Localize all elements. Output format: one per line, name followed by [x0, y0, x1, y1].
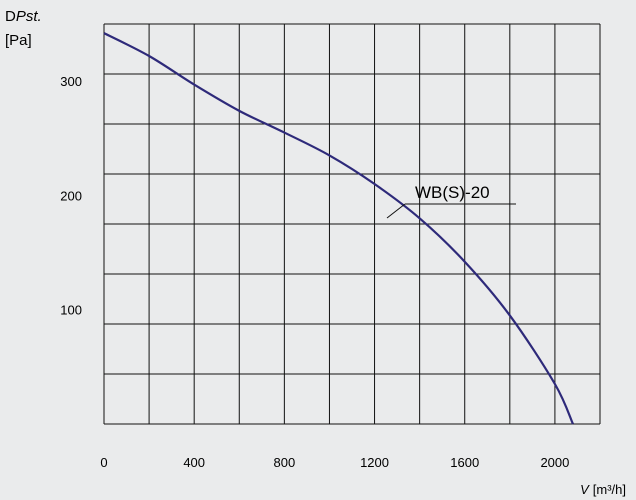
x-tick-label: 400 [183, 455, 205, 470]
x-tick-label: 1600 [450, 455, 479, 470]
x-tick-label: 1200 [360, 455, 389, 470]
x-axis-label-unit: [m³/h] [593, 482, 626, 497]
x-axis-label: V [m³/h] [580, 482, 626, 497]
x-axis-label-symbol: V [580, 482, 590, 497]
y-tick-labels: 100 200 300 [60, 74, 82, 318]
y-axis-label-prefix: D [5, 8, 16, 25]
y-tick-label: 100 [60, 303, 82, 318]
x-tick-label: 800 [274, 455, 296, 470]
x-tick-label: 2000 [540, 455, 569, 470]
y-axis-unit: [Pa] [5, 32, 32, 49]
y-tick-label: 200 [60, 188, 82, 203]
series-line-wb-s-20 [103, 32, 574, 425]
x-tick-labels: 0 400 800 1200 1600 2000 [100, 455, 569, 470]
y-tick-label: 300 [60, 74, 82, 89]
y-axis-label: DPst. [5, 8, 42, 25]
chart-grid [103, 23, 601, 425]
x-tick-label: 0 [100, 455, 107, 470]
series-label-leader [386, 203, 406, 219]
series-label-wb-s-20: WB(S)-20 [415, 183, 490, 202]
y-axis-label-symbol: Pst. [16, 8, 42, 25]
